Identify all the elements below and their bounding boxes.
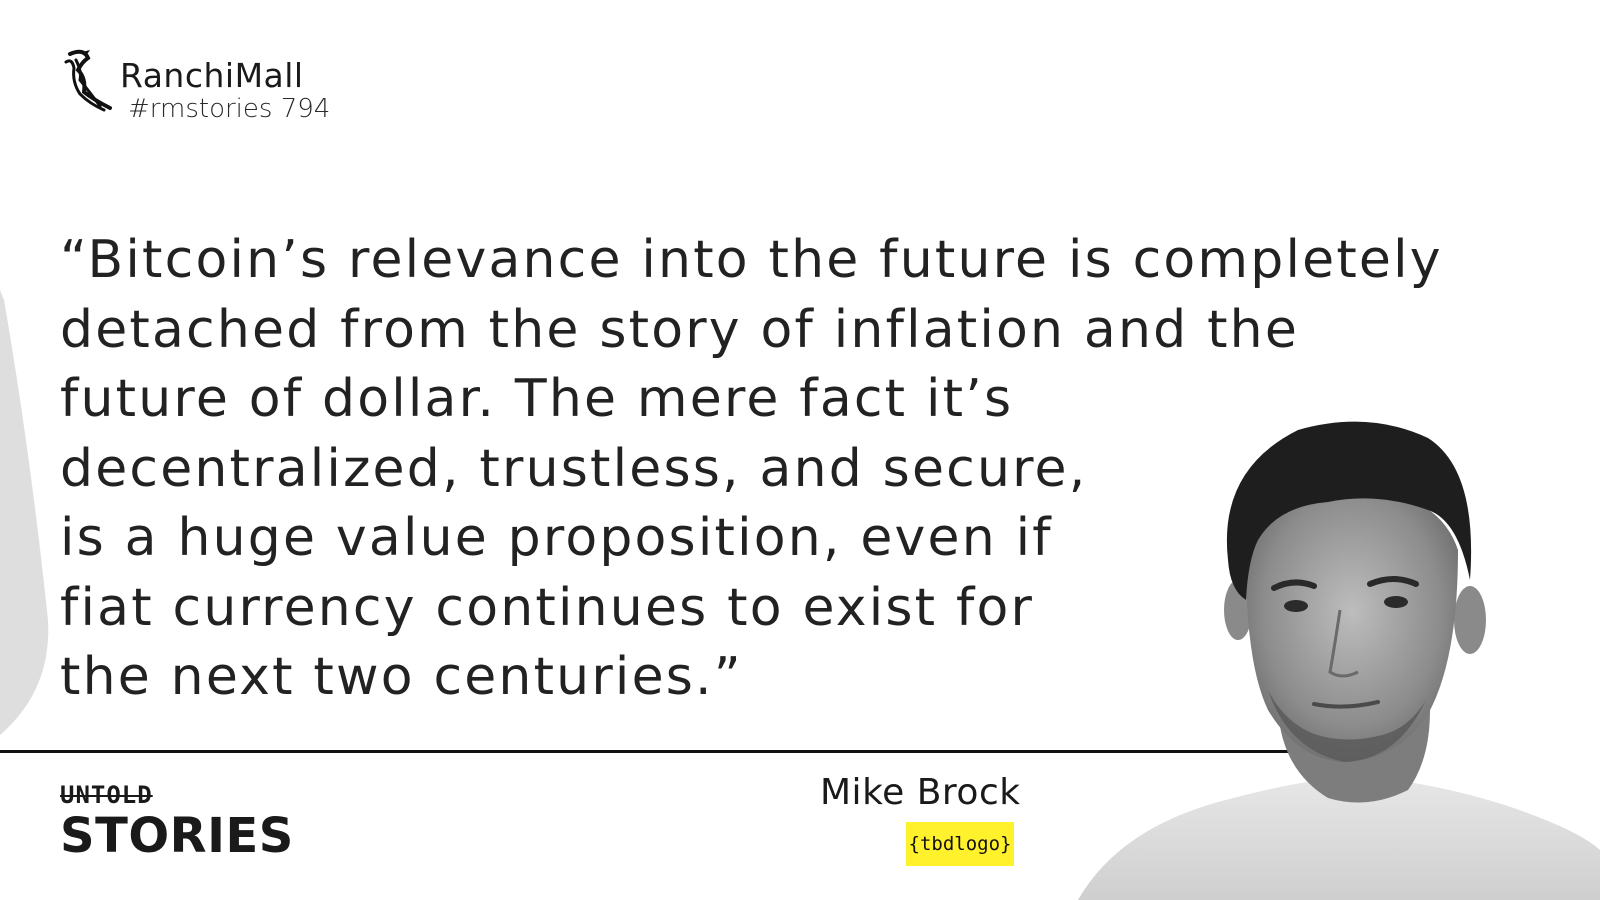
series-title-bottom: STORIES [60, 808, 294, 864]
decorative-side-shape [0, 290, 49, 735]
quote-line: “Bitcoin’s relevance into the future is … [60, 230, 1443, 290]
speaker-portrait [1078, 421, 1600, 900]
quote-line: is a huge value proposition, even if [60, 508, 1053, 568]
story-hashtag: #rmstories 794 [128, 94, 331, 124]
speaker-name: Mike Brock [820, 772, 1021, 813]
company-logo-badge: {tbdlogo} [906, 822, 1014, 866]
brand-header: RanchiMall #rmstories 794 [60, 48, 330, 124]
quote-line: decentralized, trustless, and secure, [60, 438, 1088, 499]
quote-line: fiat currency continues to exist for [60, 577, 1035, 638]
quote-line: the next two centuries.” [60, 647, 743, 707]
company-logo-text: {tbdlogo} [908, 833, 1012, 855]
divider-line [0, 750, 1290, 753]
seahorse-logo-icon [64, 49, 112, 112]
untold-stories-logo: UNTOLD STORIES [60, 782, 294, 864]
quote-text: “Bitcoin’s relevance into the future is … [60, 226, 1443, 713]
series-title-top: UNTOLD [60, 781, 153, 809]
brand-name: RanchiMall [120, 56, 304, 95]
quote-line: future of dollar. The mere fact it’s [60, 369, 1014, 429]
quote-line: detached from the story of inflation and… [60, 299, 1300, 360]
